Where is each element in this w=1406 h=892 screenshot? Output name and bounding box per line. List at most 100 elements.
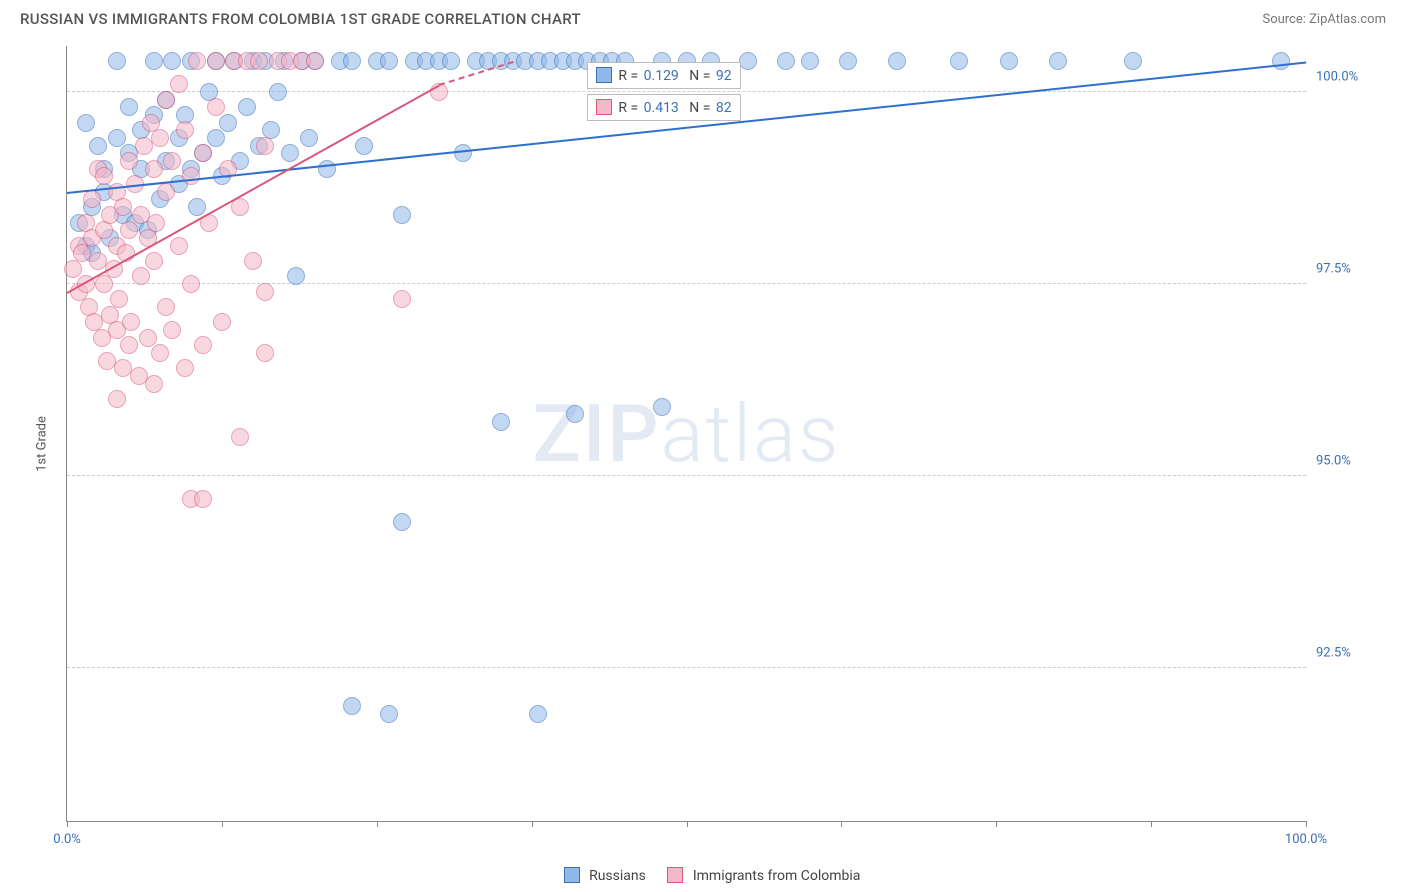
data-point-colombia	[250, 52, 268, 70]
legend: Russians Immigrants from Colombia	[0, 867, 1406, 884]
data-point-colombia	[256, 137, 274, 155]
x-tick-mark	[996, 821, 997, 827]
data-point-russians	[318, 160, 336, 178]
y-tick-label: 100.0%	[1316, 70, 1376, 85]
data-point-russians	[380, 52, 398, 70]
data-point-colombia	[83, 190, 101, 208]
data-point-colombia	[163, 152, 181, 170]
data-point-colombia	[207, 52, 225, 70]
y-tick-label: 92.5%	[1316, 645, 1376, 660]
data-point-colombia	[120, 336, 138, 354]
data-point-russians	[380, 705, 398, 723]
data-point-colombia	[176, 359, 194, 377]
data-point-russians	[108, 52, 126, 70]
data-point-colombia	[145, 252, 163, 270]
data-point-russians	[1000, 52, 1018, 70]
data-point-colombia	[145, 160, 163, 178]
chart-container: 1st Grade ZIPatlas 92.5%95.0%97.5%100.0%…	[20, 36, 1386, 852]
data-point-russians	[653, 398, 671, 416]
data-point-colombia	[231, 428, 249, 446]
data-point-colombia	[207, 98, 225, 116]
y-tick-label: 97.5%	[1316, 261, 1376, 276]
data-point-russians	[145, 52, 163, 70]
data-point-colombia	[157, 91, 175, 109]
data-point-colombia	[182, 167, 200, 185]
data-point-russians	[108, 129, 126, 147]
data-point-colombia	[139, 329, 157, 347]
chart-header: RUSSIAN VS IMMIGRANTS FROM COLOMBIA 1ST …	[0, 0, 1406, 34]
data-point-russians	[529, 705, 547, 723]
data-point-colombia	[157, 298, 175, 316]
watermark-light: atlas	[660, 387, 840, 481]
data-point-russians	[219, 114, 237, 132]
data-point-russians	[355, 137, 373, 155]
data-point-russians	[1124, 52, 1142, 70]
legend-label-russians: Russians	[589, 868, 646, 884]
data-point-russians	[739, 52, 757, 70]
data-point-colombia	[188, 52, 206, 70]
data-point-colombia	[182, 275, 200, 293]
data-point-colombia	[120, 152, 138, 170]
x-tick-mark	[841, 821, 842, 827]
data-point-colombia	[64, 260, 82, 278]
data-point-colombia	[170, 75, 188, 93]
data-point-russians	[77, 114, 95, 132]
data-point-colombia	[95, 221, 113, 239]
data-point-russians	[393, 513, 411, 531]
data-point-russians	[801, 52, 819, 70]
data-point-russians	[188, 198, 206, 216]
data-point-colombia	[108, 390, 126, 408]
stat-box-colombia: R = 0.413 N = 82	[587, 94, 740, 121]
gridline-h	[67, 667, 1306, 668]
data-point-russians	[888, 52, 906, 70]
data-point-colombia	[194, 490, 212, 508]
x-tick-mark	[67, 821, 68, 827]
data-point-colombia	[110, 290, 128, 308]
watermark-bold: ZIP	[533, 387, 661, 481]
gridline-h	[67, 475, 1306, 476]
data-point-russians	[343, 52, 361, 70]
legend-swatch-colombia	[667, 867, 683, 883]
data-point-colombia	[256, 344, 274, 362]
data-point-russians	[120, 98, 138, 116]
data-point-colombia	[244, 252, 262, 270]
x-tick-mark	[222, 821, 223, 827]
x-tick-mark	[377, 821, 378, 827]
data-point-colombia	[95, 275, 113, 293]
x-tick-mark	[1306, 821, 1307, 827]
data-point-colombia	[157, 183, 175, 201]
data-point-colombia	[132, 267, 150, 285]
data-point-russians	[287, 267, 305, 285]
gridline-h	[67, 91, 1306, 92]
data-point-russians	[1272, 52, 1290, 70]
data-point-russians	[269, 83, 287, 101]
chart-title: RUSSIAN VS IMMIGRANTS FROM COLOMBIA 1ST …	[20, 10, 581, 28]
data-point-russians	[1049, 52, 1067, 70]
data-point-colombia	[213, 313, 231, 331]
data-point-colombia	[145, 375, 163, 393]
data-point-colombia	[120, 221, 138, 239]
data-point-russians	[343, 697, 361, 715]
data-point-colombia	[122, 313, 140, 331]
data-point-russians	[281, 144, 299, 162]
x-tick-label: 100.0%	[1285, 832, 1327, 847]
data-point-russians	[238, 98, 256, 116]
data-point-colombia	[95, 167, 113, 185]
data-point-colombia	[163, 321, 181, 339]
x-tick-mark	[532, 821, 533, 827]
data-point-russians	[442, 52, 460, 70]
data-point-russians	[492, 413, 510, 431]
data-point-colombia	[176, 121, 194, 139]
y-tick-label: 95.0%	[1316, 453, 1376, 468]
watermark: ZIPatlas	[533, 387, 841, 481]
data-point-colombia	[114, 198, 132, 216]
plot-area: ZIPatlas 92.5%95.0%97.5%100.0%0.0%100.0%…	[66, 46, 1306, 822]
data-point-colombia	[306, 52, 324, 70]
x-tick-mark	[687, 821, 688, 827]
data-point-russians	[839, 52, 857, 70]
data-point-russians	[207, 129, 225, 147]
gridline-h	[67, 283, 1306, 284]
y-axis-label: 1st Grade	[34, 416, 49, 472]
data-point-russians	[566, 405, 584, 423]
data-point-russians	[950, 52, 968, 70]
